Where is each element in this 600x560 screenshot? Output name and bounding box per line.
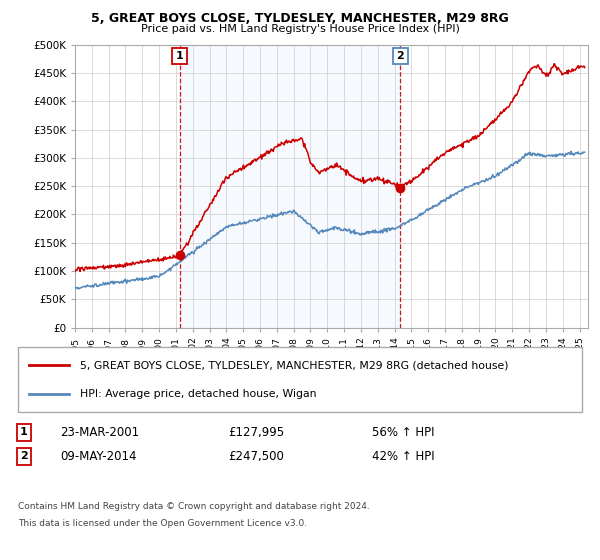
Text: 5, GREAT BOYS CLOSE, TYLDESLEY, MANCHESTER, M29 8RG: 5, GREAT BOYS CLOSE, TYLDESLEY, MANCHEST… (91, 12, 509, 25)
Text: £247,500: £247,500 (228, 450, 284, 463)
Text: 1: 1 (176, 51, 184, 61)
Text: HPI: Average price, detached house, Wigan: HPI: Average price, detached house, Wiga… (80, 389, 317, 399)
Text: This data is licensed under the Open Government Licence v3.0.: This data is licensed under the Open Gov… (18, 519, 307, 528)
Text: 23-MAR-2001: 23-MAR-2001 (60, 426, 139, 439)
Text: 56% ↑ HPI: 56% ↑ HPI (372, 426, 434, 439)
Text: 2: 2 (20, 451, 28, 461)
Text: 5, GREAT BOYS CLOSE, TYLDESLEY, MANCHESTER, M29 8RG (detached house): 5, GREAT BOYS CLOSE, TYLDESLEY, MANCHEST… (80, 360, 509, 370)
Text: 42% ↑ HPI: 42% ↑ HPI (372, 450, 434, 463)
Text: £127,995: £127,995 (228, 426, 284, 439)
Text: Price paid vs. HM Land Registry's House Price Index (HPI): Price paid vs. HM Land Registry's House … (140, 24, 460, 34)
Bar (179, 45, 400, 328)
FancyBboxPatch shape (18, 347, 582, 412)
Text: 1: 1 (20, 427, 28, 437)
Text: 09-MAY-2014: 09-MAY-2014 (60, 450, 137, 463)
Text: 2: 2 (397, 51, 404, 61)
Text: Contains HM Land Registry data © Crown copyright and database right 2024.: Contains HM Land Registry data © Crown c… (18, 502, 370, 511)
